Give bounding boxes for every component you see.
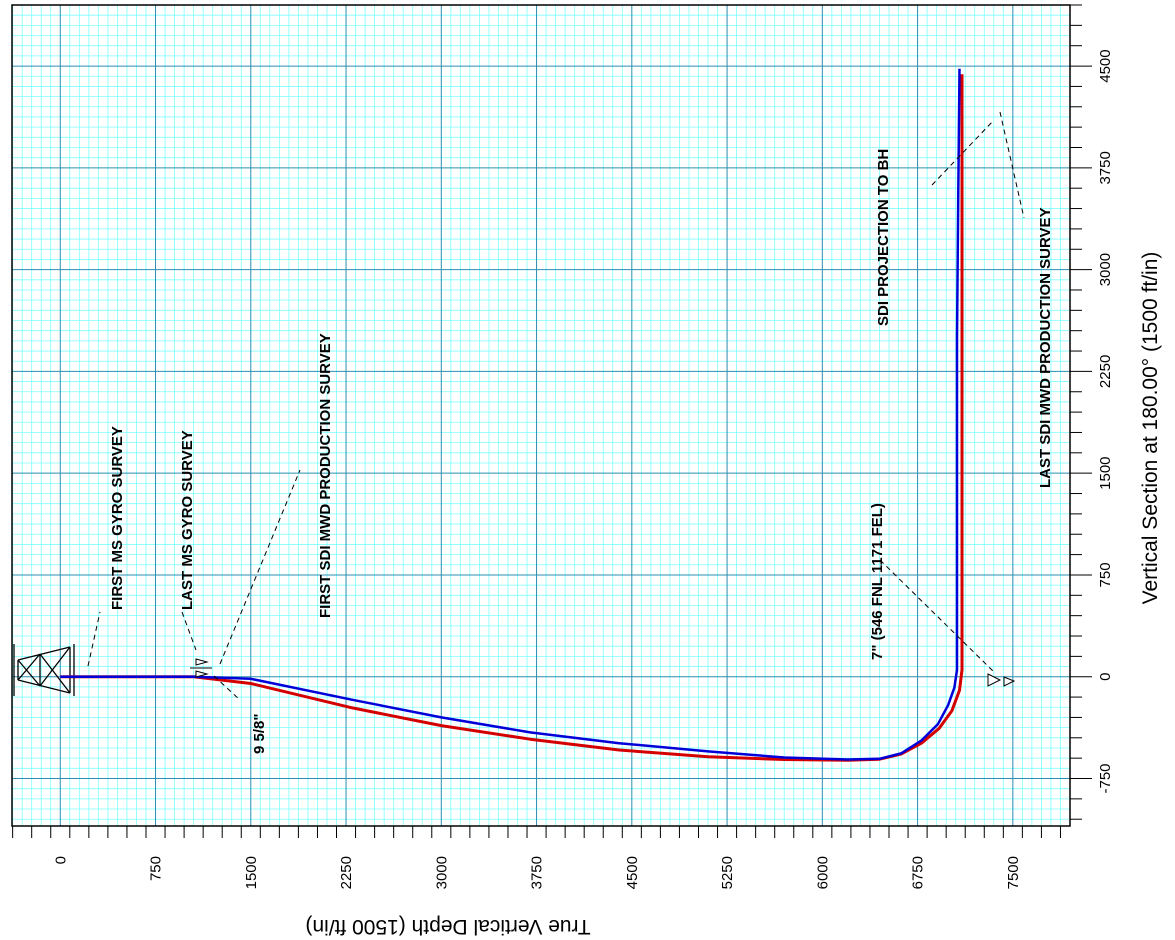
minor-grid (12, 4, 1071, 826)
tvd-tick-label: 7500 (1005, 856, 1022, 889)
vs-tick-label: -750 (1097, 763, 1114, 793)
tick-labels: 0 750 1500 2250 3000 3750 4500 5250 6000 6750 7500… (52, 49, 1114, 889)
tvd-tick-label: 3750 (529, 856, 546, 889)
tvd-tick-label: 4500 (624, 856, 641, 889)
rig-icon (13, 644, 75, 696)
tvd-tick-label: 5250 (719, 856, 736, 889)
annotation-sdi-projection-bh: SDI PROJECTION TO BH (875, 149, 892, 326)
vs-tick-label: 4500 (1097, 49, 1114, 82)
tvd-tick-label: 2250 (338, 856, 355, 889)
annotation-leaders (87, 111, 1025, 701)
annotation-last-sdi-mwd: LAST SDI MWD PRODUCTION SURVEY (1037, 207, 1054, 488)
casing-marker-9-5-8 (190, 658, 212, 678)
vs-tick-label: 0 (1097, 673, 1114, 681)
survey-series (60, 68, 964, 762)
annotation-first-sdi-mwd: FIRST SDI MWD PRODUCTION SURVEY (317, 333, 334, 618)
vs-tick-label: 2250 (1097, 355, 1114, 388)
tvd-tick-label: 750 (148, 856, 165, 881)
vs-tick-label: 3000 (1097, 253, 1114, 286)
annotation-first-ms-gyro: FIRST MS GYRO SURVEY (109, 426, 126, 610)
annotation-9-5-8-casing: 9 5/8" (251, 714, 268, 754)
annotation-last-ms-gyro: LAST MS GYRO SURVEY (179, 430, 196, 610)
annotation-labels: FIRST MS GYRO SURVEY LAST MS GYRO SURVEY… (109, 149, 1054, 754)
tvd-tick-label: 6750 (910, 856, 927, 889)
x-axis-title: Vertical Section at 180.00° (1500 ft/in) (1139, 252, 1162, 605)
annotation-7-casing: 7" (546 FNL 1171 FEL) (869, 503, 886, 660)
tvd-tick-label: 3000 (433, 856, 450, 889)
tvd-tick-label: 1500 (243, 856, 260, 889)
casing-marker-7 (987, 673, 1016, 687)
axis-ticks (12, 4, 1092, 838)
tvd-tick-label: 6000 (814, 856, 831, 889)
vs-tick-label: 3750 (1097, 151, 1114, 184)
series-line-blue (60, 68, 961, 761)
y-axis-title: True Vertical Depth (1500 ft/in) (305, 915, 590, 938)
vs-tick-label: 750 (1097, 562, 1114, 587)
vs-tick-label: 1500 (1097, 456, 1114, 489)
major-grid (12, 5, 1070, 826)
tvd-tick-label: 0 (52, 856, 69, 864)
plot-border (11, 4, 1071, 827)
